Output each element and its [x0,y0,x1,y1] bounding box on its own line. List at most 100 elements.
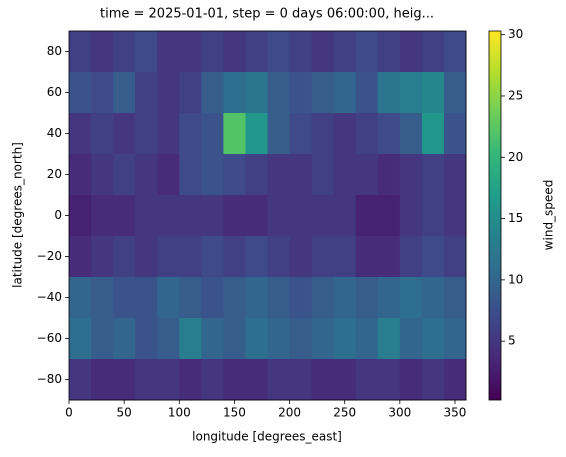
heatmap-cell [135,195,158,237]
heatmap-cell [311,318,335,360]
colorbar [488,30,502,401]
colorbar-tick-label: 5 [508,334,516,348]
heatmap-cell [157,113,180,155]
heatmap-cell [289,359,313,401]
heatmap-cell [355,195,379,237]
heatmap-cell [355,113,379,155]
heatmap-cell [311,31,335,73]
heatmap-cell [223,277,246,319]
heatmap-cell [443,359,467,401]
heatmap-cell [443,31,467,73]
x-tick-label: 0 [65,406,73,420]
heatmap-cell [443,277,467,319]
heatmap-cell [69,72,92,114]
heatmap-cell [421,195,445,237]
heatmap-cell [289,195,313,237]
heatmap-cell [201,113,224,155]
heatmap-cell [245,113,268,155]
x-tick-label: 350 [444,406,467,420]
heatmap-cell [135,72,158,114]
heatmap-cell [157,154,180,196]
heatmap-cell [245,195,268,237]
heatmap-cell [355,154,379,196]
heatmap-cell [443,195,467,237]
heatmap-cell [333,359,357,401]
heatmap-cell [113,195,136,237]
heatmap-cell [311,236,335,278]
x-tick-label: 50 [116,406,131,420]
chart-title: time = 2025-01-01, step = 0 days 06:00:0… [100,7,434,22]
y-tick-label: 60 [47,85,62,99]
heatmap-cell [91,31,114,73]
y-axis-label: latitude [degrees_north] [11,142,25,288]
heatmap-cell [223,31,246,73]
heatmap-cell [201,154,224,196]
heatmap-cell [289,277,313,319]
heatmap-cell [289,113,313,155]
heatmap-cell [421,113,445,155]
y-tick-label: 20 [47,167,62,181]
heatmap-cell [289,236,313,278]
heatmap-cell [113,72,136,114]
heatmap-cell [267,72,291,114]
heatmap-cell [311,359,335,401]
heatmap-cell [91,72,114,114]
heatmap-cell [201,277,224,319]
x-axis-label: longitude [degrees_east] [192,430,342,444]
heatmap-cell [333,113,357,155]
heatmap-cell [399,31,423,73]
heatmap-cell [113,359,136,401]
heatmap-cell [113,113,136,155]
heatmap-cell [333,72,357,114]
heatmap-cell [289,318,313,360]
heatmap-cell [69,277,92,319]
heatmap-cell [355,31,379,73]
heatmap-cell [157,195,180,237]
heatmap-cell [443,72,467,114]
heatmap-cell [333,195,357,237]
heatmap-cell [69,113,92,155]
heatmap-cell [267,31,291,73]
heatmap-cell [91,359,114,401]
y-tick-label: 0 [54,208,62,222]
heatmap-cell [201,236,224,278]
heatmap-cell [113,31,136,73]
heatmap-cell [377,31,401,73]
heatmap-cell [399,113,423,155]
heatmap-cell [135,318,158,360]
heatmap-cell [201,318,224,360]
heatmap-cell [179,318,202,360]
heatmap-cell [399,359,423,401]
heatmap-cell [91,236,114,278]
heatmap-cell [443,236,467,278]
heatmap-cell [135,277,158,319]
heatmap-cell [333,31,357,73]
heatmap-cell [399,318,423,360]
heatmap-cell [377,277,401,319]
heatmap-cell [267,359,291,401]
heatmap-cell [267,154,291,196]
heatmap-cell [69,154,92,196]
heatmap-cell [421,154,445,196]
heatmap-cell [157,318,180,360]
heatmap-cell [69,318,92,360]
colorbar-tick-label: 10 [508,272,523,286]
heatmap-cell [157,359,180,401]
heatmap-cell [421,72,445,114]
heatmap-cell [421,277,445,319]
y-tick-label: 40 [47,126,62,140]
heatmap-cell [245,72,268,114]
heatmap-cell [135,31,158,73]
heatmap-cell [91,113,114,155]
heatmap-cell [179,277,202,319]
heatmap-cell [333,236,357,278]
x-tick-label: 300 [388,406,411,420]
heatmap-cell [179,154,202,196]
heatmap-cell [179,113,202,155]
heatmap-cell [223,318,246,360]
heatmap-cell [113,154,136,196]
heatmap-cell [223,236,246,278]
heatmap-cell [311,113,335,155]
heatmap-cell [421,236,445,278]
